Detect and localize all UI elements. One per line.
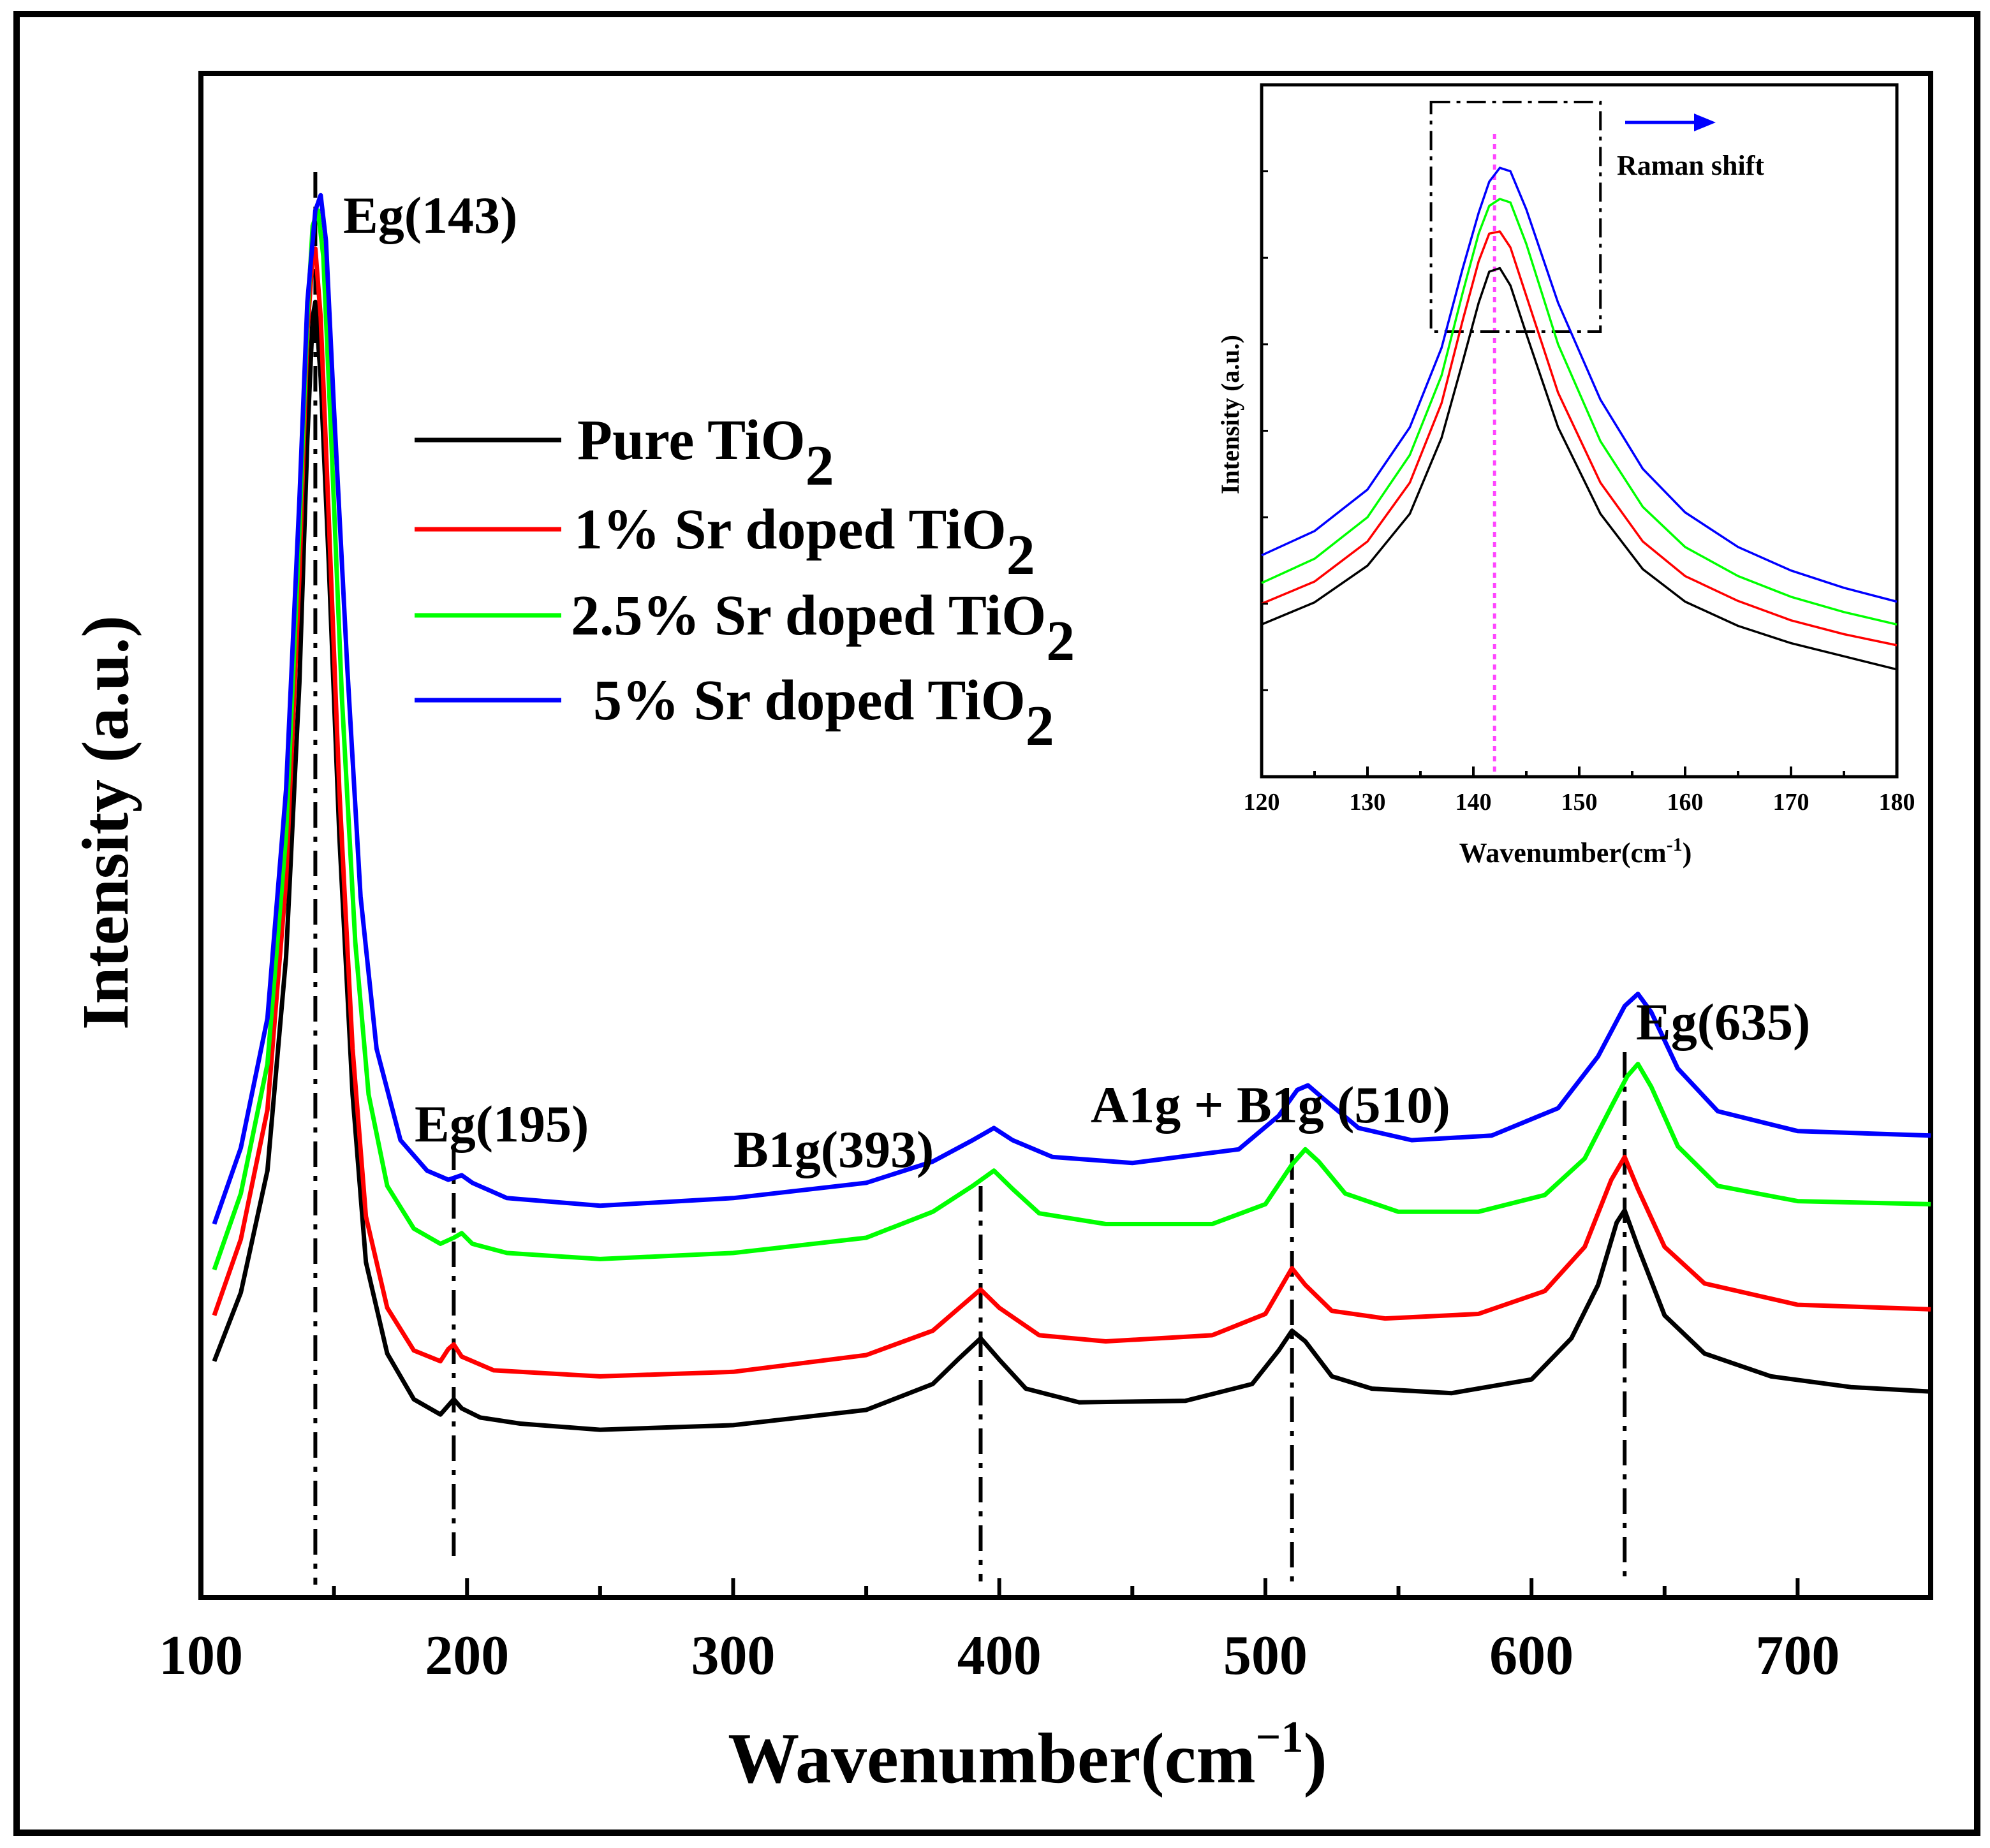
inset-plot-frame: [1260, 83, 1899, 779]
inset-x-tick-label: 120: [1244, 789, 1280, 816]
main-x-ticks: 100 200 300 400 500 600 700: [159, 1578, 1933, 1687]
peak-label: Eg(635): [1636, 993, 1810, 1051]
inset-x-axis-title: Wavenumber(cm-1): [1459, 834, 1692, 869]
inset-x-tick-label: 150: [1561, 789, 1598, 816]
legend-label: 2.5% Sr doped TiO2: [571, 584, 1075, 673]
main-x-tick-label: 400: [957, 1625, 1042, 1687]
inset-x-tick-label: 140: [1456, 789, 1492, 816]
main-peak-labels: Eg(143) Eg(195) B1g(393) A1g + B1g (510) Eg(…: [343, 186, 1810, 1178]
main-x-tick-label: 200: [425, 1625, 509, 1687]
main-peak-lines: [313, 172, 1627, 1585]
main-series-line: [212, 193, 1931, 1225]
inset-chart: 120 130 140 150 160 170 180 Raman shift Wavenu…: [1216, 83, 1915, 869]
inset-x-tick-label: 170: [1773, 789, 1809, 816]
peak-label: B1g(393): [733, 1120, 934, 1178]
inset-series-line: [1261, 198, 1898, 626]
main-x-tick-label: 500: [1223, 1625, 1308, 1687]
inset-x-tick-label: 180: [1879, 789, 1915, 816]
main-y-axis-title: Intensity (a.u.): [69, 615, 142, 1030]
inset-x-tick-label: 130: [1350, 789, 1386, 816]
main-series-line: [212, 300, 1931, 1432]
peak-label: A1g + B1g (510): [1091, 1076, 1450, 1134]
inset-series-line: [1261, 166, 1898, 603]
figure-frame: [13, 11, 1980, 1836]
legend-label: 5% Sr doped TiO2: [593, 669, 1054, 758]
raman-shift-arrowhead-icon: [1694, 114, 1716, 131]
inset-x-ticks: 120 130 140 150 160 170 180: [1244, 170, 1915, 816]
inset-series-line: [1261, 230, 1898, 647]
main-plot-frame: [198, 71, 1933, 1600]
main-series-group: [212, 193, 1931, 1432]
main-x-tick-label: 600: [1489, 1625, 1574, 1687]
main-x-axis-title: Wavenumber(cm−1): [728, 1713, 1327, 1798]
inset-series-group: [1261, 166, 1898, 671]
main-series-line: [212, 246, 1931, 1379]
main-x-tick-label: 100: [159, 1625, 243, 1687]
legend-label: 1% Sr doped TiO2: [574, 498, 1035, 587]
peak-label: Eg(195): [415, 1095, 589, 1153]
main-x-tick-label: 700: [1755, 1625, 1839, 1687]
legend-label: Pure TiO2: [577, 409, 834, 497]
inset-series-line: [1261, 267, 1898, 671]
inset-x-tick-label: 160: [1667, 789, 1704, 816]
raman-shift-label: Raman shift: [1617, 150, 1764, 181]
inset-highlight-box: [1429, 101, 1602, 333]
inset-y-axis-title: Intensity (a.u.): [1216, 335, 1244, 494]
main-x-tick-label: 300: [691, 1625, 775, 1687]
main-series-line: [212, 208, 1931, 1271]
main-chart: 100 200 300 400 500 600 700 Eg(143) Eg(195) B1g(…: [69, 71, 1933, 1798]
peak-label: Eg(143): [343, 186, 517, 244]
